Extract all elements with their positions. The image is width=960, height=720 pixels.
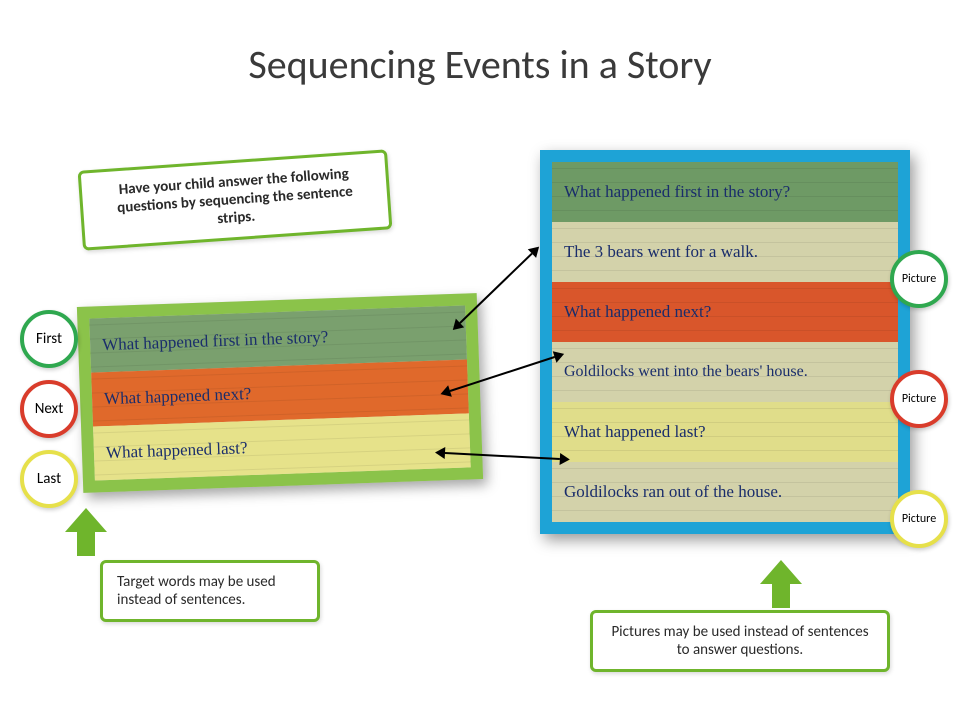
badge-first-label: First [36,330,62,348]
note-target-text: Target words may be used instead of sent… [117,573,276,609]
strip-q3: What happened last? [552,402,898,462]
badge-picture-2-label: Picture [902,392,936,406]
arrow-up-right [760,560,802,608]
note-pictures-text: Pictures may be used instead of sentence… [611,623,868,659]
badge-picture-3-label: Picture [902,512,936,526]
strip-q2: What happened next? [552,282,898,342]
strip-a3: Goldilocks ran out of the house. [552,462,898,522]
badge-picture-1-label: Picture [902,272,936,286]
strip-a1: The 3 bears went for a walk. [552,222,898,282]
badge-last-label: Last [37,470,61,488]
badge-last: Last [20,450,78,508]
instruction-text: Have your child answer the following que… [117,165,354,228]
instruction-callout: Have your child answer the following que… [78,149,393,250]
connector-first [459,253,532,324]
arrow-up-left [65,508,107,556]
strip-a2: Goldilocks went into the bears' house. [552,342,898,402]
badge-first: First [20,310,78,368]
badge-picture-2: Picture [890,370,948,428]
strip-q1: What happened first in the story? [552,162,898,222]
question-panel-left: What happened first in the story? What h… [77,293,483,493]
badge-picture-1: Picture [890,250,948,308]
badge-next: Next [20,380,78,438]
badge-picture-3: Picture [890,490,948,548]
note-target-words: Target words may be used instead of sent… [100,560,320,622]
badge-next-label: Next [35,400,63,418]
answer-panel-right: What happened first in the story? The 3 … [540,150,910,534]
note-pictures: Pictures may be used instead of sentence… [590,610,890,672]
slide-title: Sequencing Events in a Story [0,40,960,89]
